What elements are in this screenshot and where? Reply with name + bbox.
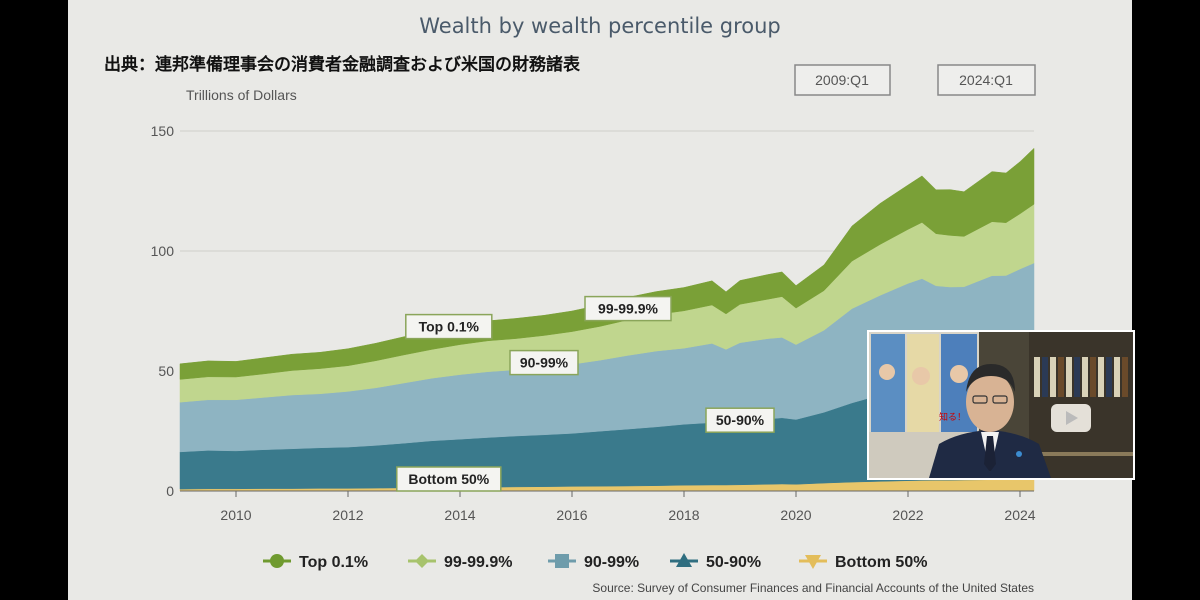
x-tick-2012: 2012 [332,507,363,523]
x-tick-2018: 2018 [668,507,699,523]
legend-label-top-0-1-: Top 0.1% [299,554,368,571]
legend-marker-top-0-1- [270,554,284,568]
annotation-label-50-90-: 50-90% [716,412,765,428]
legend-item-50-90-: 50-90% [670,553,761,571]
wealth-chart: Wealth by wealth percentile group 出典：連邦準… [104,14,1036,595]
x-tick-2014: 2014 [444,507,475,523]
x-tick-2022: 2022 [892,507,923,523]
annotation-box-90-99- [509,349,579,376]
poster-1 [871,334,905,434]
slide: Wealth by wealth percentile group 出典：連邦準… [68,0,1132,600]
annotation-box-50-90- [705,407,775,433]
annotation-50-90-: 50-90% [705,407,775,433]
annotation-box-bottom-50- [396,466,502,492]
legend-item-top-0-1-: Top 0.1% [263,554,368,571]
y-tick-0: 0 [166,483,174,499]
y-tick-100: 100 [151,243,175,259]
annotation-99-99-9-: 99-99.9% [584,295,672,322]
x-tick-2024: 2024 [1004,507,1035,523]
annotations: Top 0.1% 99-99.9% 90-99% 50-90% Bottom 50% [396,295,775,492]
period-button-end[interactable]: 2024:Q1 [937,64,1036,96]
area-top-0-1- [179,147,1035,380]
legend-marker-99-99-9- [415,554,429,568]
period-button-start[interactable]: 2009:Q1 [794,64,891,96]
legend-item-bottom-50-: Bottom 50% [799,554,927,571]
annotation-label-90-99-: 90-99% [520,355,569,371]
legend-marker-50-90- [676,553,692,567]
y-axis-label: Trillions of Dollars [186,87,297,103]
legend-item-99-99-9-: 99-99.9% [408,554,513,571]
y-tick-150: 150 [151,123,175,139]
x-tick-2020: 2020 [780,507,811,523]
legend-item-90-99-: 90-99% [548,554,639,571]
y-ticks: 0 50 100 150 [151,123,175,499]
series-areas [179,147,1035,492]
legend-label-99-99-9-: 99-99.9% [444,554,513,571]
legend-label-bottom-50-: Bottom 50% [835,554,927,571]
period-button-end-label: 2024:Q1 [959,72,1013,88]
annotation-label-top-0-1-: Top 0.1% [419,319,480,335]
presenter-face [966,372,1014,432]
legend-marker-90-99- [555,554,569,568]
poster-text: 知る！ [939,411,966,423]
annotation-label-99-99-9-: 99-99.9% [598,301,658,317]
annotation-bottom-50-: Bottom 50% [396,466,502,492]
annotation-box-top-0-1- [405,313,493,340]
annotation-box-99-99-9- [584,295,672,322]
chart-title: Wealth by wealth percentile group [419,14,781,38]
source-note-jp: 出典：連邦準備理事会の消費者金融調査および米国の財務諸表 [104,54,581,75]
legend-label-50-90-: 50-90% [706,554,761,571]
legend-label-90-99-: 90-99% [584,554,639,571]
source-credit: Source: Survey of Consumer Finances and … [592,581,1034,595]
y-tick-50: 50 [158,363,174,379]
annotation-top-0-1-: Top 0.1% [405,313,493,340]
annotation-label-bottom-50-: Bottom 50% [408,471,489,487]
legend-marker-bottom-50- [805,555,821,569]
presenter-webcam: 知る！ [867,330,1135,480]
x-tick-2010: 2010 [220,507,251,523]
x-axis: 2010 2012 2014 2016 2018 2020 2022 2024 [180,490,1036,523]
x-tick-2016: 2016 [556,507,587,523]
annotation-90-99-: 90-99% [509,349,579,376]
period-button-start-label: 2009:Q1 [815,72,869,88]
legend: Top 0.1% 99-99.9% 90-99% 50-90% Bottom 50% [263,553,927,571]
